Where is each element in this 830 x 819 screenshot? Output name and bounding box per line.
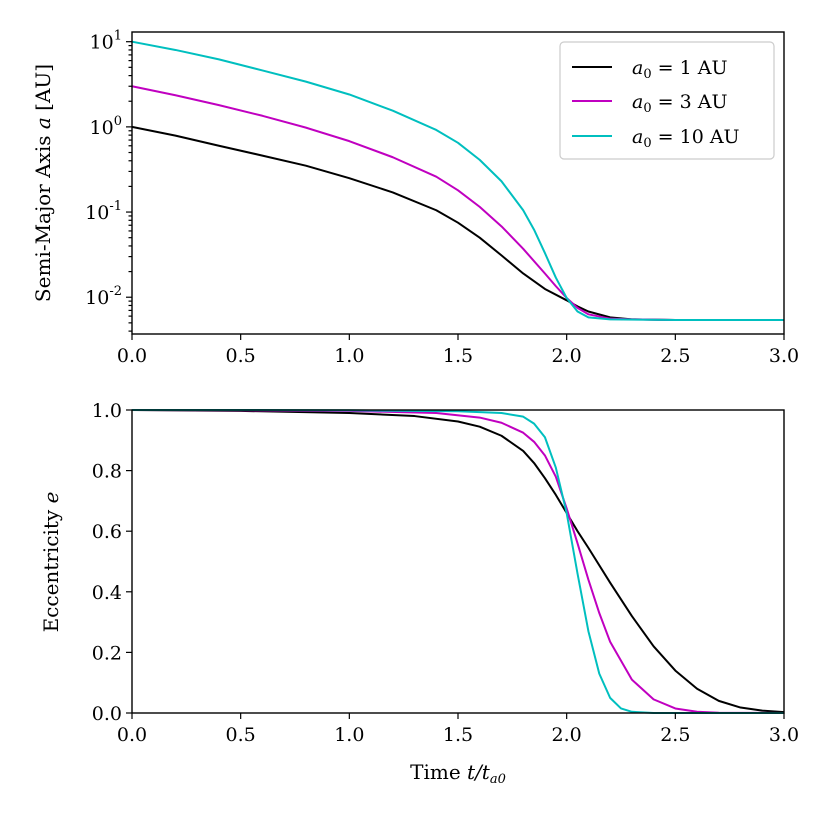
semi-major-axis-panel: 0.0 0.5 1.0 1.5 2.0 2.5 3.0 101 100 10-1 10-2 Sem…	[31, 29, 799, 367]
legend-entry-3au: a0 = 3 AU	[572, 91, 727, 116]
legend-entry-1au: a0 = 1 AU	[572, 57, 727, 82]
bottom-line-a0-10-au	[132, 409, 784, 714]
bottom-x-tick-label: 2.5	[660, 724, 690, 746]
top-x-tick-label: 0.0	[117, 345, 147, 367]
top-line-a0-3-au	[131, 85, 784, 322]
bottom-line-a0-1-au	[131, 409, 785, 714]
bottom-y-axis-label: Eccentricity e	[39, 492, 63, 633]
bottom-x-tick-label: 0.0	[117, 724, 147, 746]
top-x-tick-label: 2.5	[660, 345, 690, 367]
top-y-tick-label: 10-2	[85, 284, 122, 309]
top-line-a0-1-au	[131, 125, 784, 322]
bottom-y-tick-label: 0.8	[92, 461, 122, 483]
bottom-series-group	[131, 409, 785, 714]
bottom-x-tick-label: 1.5	[443, 724, 473, 746]
bottom-y-tick-label: 0.0	[92, 703, 122, 725]
bottom-y-tick-label: 0.4	[92, 582, 122, 604]
legend-box	[559, 41, 775, 160]
bottom-y-tick-label: 1.0	[92, 400, 122, 422]
legend-entry-10au: a0 = 10 AU	[572, 126, 740, 151]
bottom-x-tick-label: 1.0	[334, 724, 364, 746]
legend-label-10au: a0 = 10 AU	[632, 126, 740, 151]
top-x-tick-label: 0.5	[226, 345, 256, 367]
legend: a0 = 1 AU a0 = 3 AU a0 = 10 AU	[559, 41, 775, 160]
top-x-ticks: 0.0 0.5 1.0 1.5 2.0 2.5 3.0	[117, 334, 799, 367]
top-x-tick-label: 2.0	[552, 345, 582, 367]
top-x-tick-label: 3.0	[769, 345, 799, 367]
top-x-tick-label: 1.5	[443, 345, 473, 367]
legend-label-1au: a0 = 1 AU	[632, 57, 727, 82]
top-y-axis-label: Semi-Major Axis a [AU]	[31, 64, 55, 302]
bottom-x-tick-label: 3.0	[769, 724, 799, 746]
bottom-y-ticks: 0.0 0.2 0.4 0.6 0.8 1.0	[92, 400, 132, 725]
top-y-tick-label: 10-1	[85, 199, 122, 224]
bottom-y-tick-label: 0.6	[92, 521, 122, 543]
bottom-line-a0-3-au	[131, 409, 785, 714]
bottom-x-tick-label: 0.5	[226, 724, 256, 746]
legend-label-3au: a0 = 3 AU	[632, 91, 727, 116]
top-series-group	[131, 40, 784, 322]
bottom-plot-frame	[131, 409, 785, 714]
x-axis-label: Time t/ta0	[410, 760, 506, 787]
eccentricity-panel: 0.0 0.5 1.0 1.5 2.0 2.5 3.0 0.0 0.2 0.4 0.6 0.8 1.0…	[39, 400, 799, 787]
bottom-y-tick-label: 0.2	[92, 642, 122, 664]
top-y-tick-label: 100	[90, 114, 122, 139]
top-x-tick-label: 1.0	[334, 345, 364, 367]
bottom-x-ticks: 0.0 0.5 1.0 1.5 2.0 2.5 3.0	[117, 713, 799, 746]
bottom-x-tick-label: 2.0	[552, 724, 582, 746]
top-line-a0-10-au	[131, 40, 784, 322]
top-y-tick-label: 101	[90, 29, 122, 54]
top-y-ticks: 101 100 10-1 10-2	[85, 29, 132, 332]
